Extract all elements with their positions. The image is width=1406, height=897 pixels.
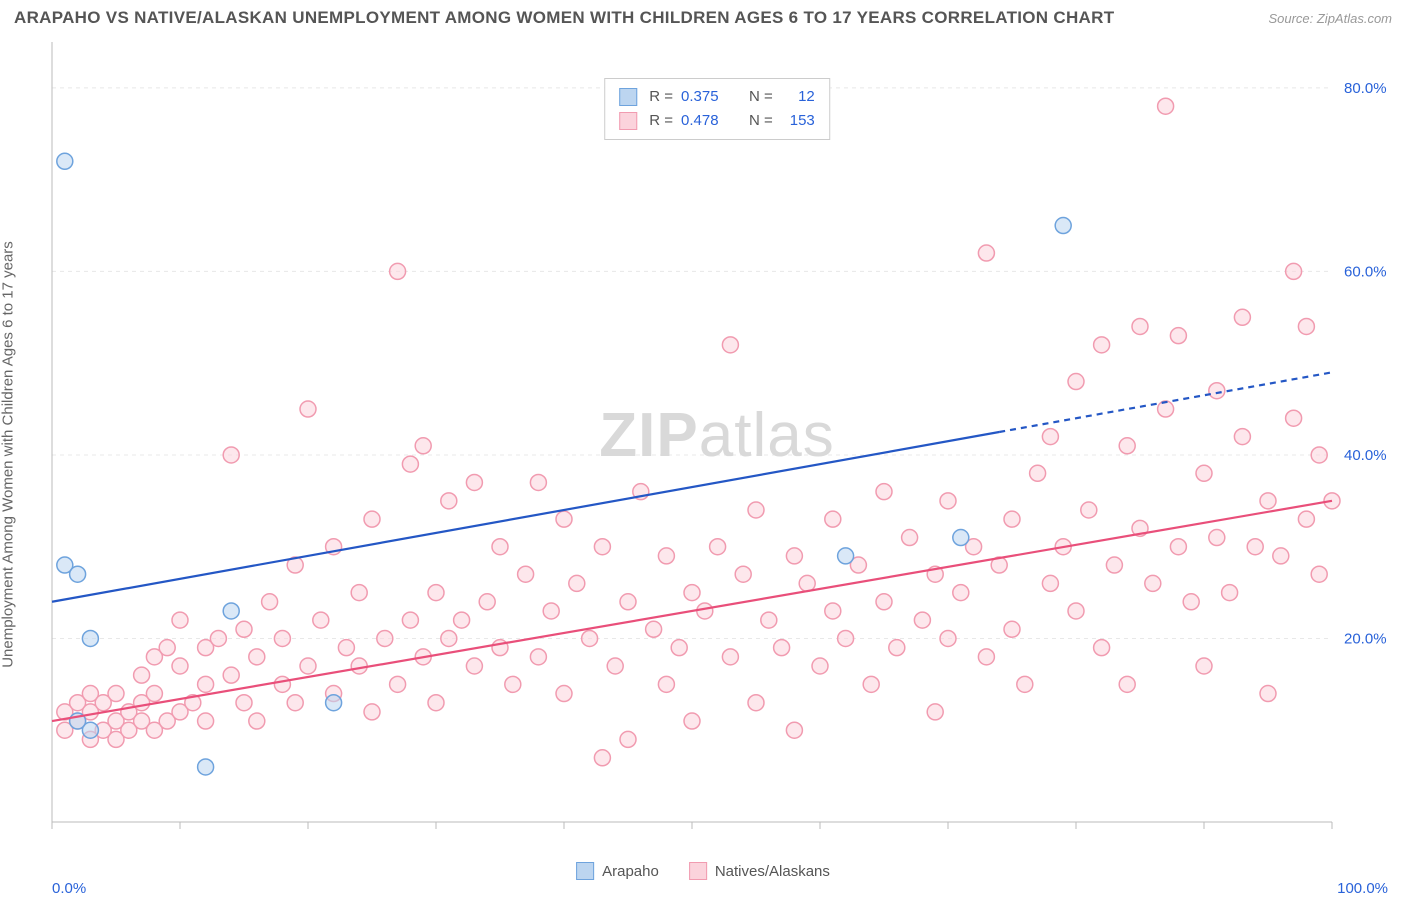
n-label: N = (749, 85, 773, 109)
legend-swatch (619, 88, 637, 106)
svg-text:40.0%: 40.0% (1344, 447, 1387, 464)
correlation-legend-row: R = 0.375 N = 12 (619, 85, 815, 109)
r-value: 0.375 (681, 85, 731, 109)
n-value: 12 (781, 85, 815, 109)
title-bar: ARAPAHO VS NATIVE/ALASKAN UNEMPLOYMENT A… (14, 8, 1392, 28)
scatter-plot: 20.0% 40.0% 60.0% 80.0% (42, 36, 1392, 842)
correlation-legend: R = 0.375 N = 12 R = 0.478 N = 153 (604, 78, 830, 140)
legend-item-natives: Natives/Alaskans (689, 862, 830, 880)
y-axis-label: Unemployment Among Women with Children A… (0, 241, 17, 668)
r-label: R = (649, 109, 673, 133)
series-legend: Arapaho Natives/Alaskans (576, 862, 830, 880)
source-label: Source: ZipAtlas.com (1268, 11, 1392, 26)
r-label: R = (649, 85, 673, 109)
n-label: N = (749, 109, 773, 133)
r-value: 0.478 (681, 109, 731, 133)
x-axis-min-label: 0.0% (52, 880, 86, 897)
legend-item-arapaho: Arapaho (576, 862, 659, 880)
legend-swatch (619, 112, 637, 130)
legend-swatch (689, 862, 707, 880)
x-axis-max-label: 100.0% (1337, 880, 1388, 897)
chart-container: ZIPatlas 20.0%40.0%60.0%80.0% R = 0.375 … (42, 36, 1392, 842)
chart-title: ARAPAHO VS NATIVE/ALASKAN UNEMPLOYMENT A… (14, 8, 1114, 28)
correlation-legend-row: R = 0.478 N = 153 (619, 109, 815, 133)
legend-label: Arapaho (602, 863, 659, 880)
legend-swatch (576, 862, 594, 880)
svg-text:80.0%: 80.0% (1344, 80, 1387, 97)
n-value: 153 (781, 109, 815, 133)
svg-text:60.0%: 60.0% (1344, 263, 1387, 280)
svg-text:20.0%: 20.0% (1344, 630, 1387, 647)
legend-label: Natives/Alaskans (715, 863, 830, 880)
